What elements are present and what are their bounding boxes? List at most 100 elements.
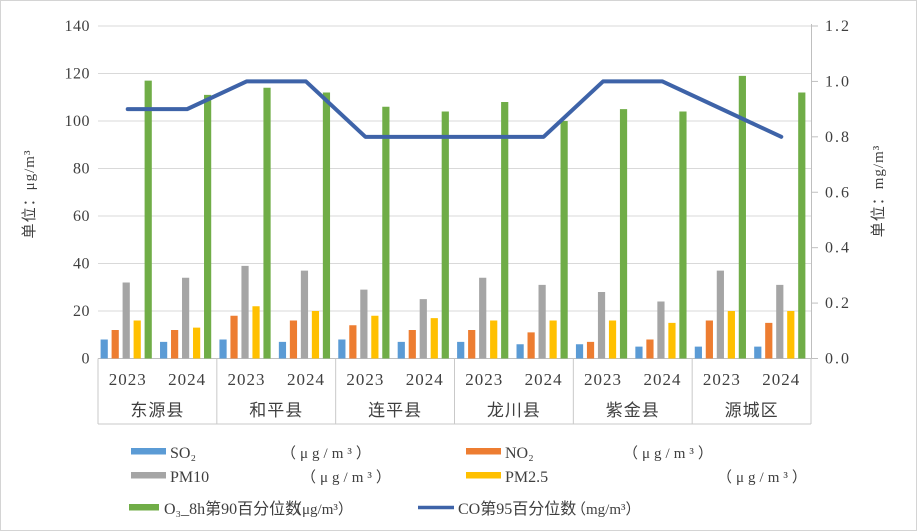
year-label: 2023 <box>109 370 147 389</box>
bar-pm25 <box>608 320 617 359</box>
bar-pm25 <box>430 318 438 359</box>
bar-so2 <box>397 341 405 359</box>
bar-so2 <box>694 346 702 359</box>
bar-o3 <box>619 109 628 359</box>
bar-o3 <box>322 92 331 359</box>
bar-pm10 <box>419 299 427 359</box>
year-label: 2024 <box>287 370 325 389</box>
bar-o3 <box>144 80 152 359</box>
bar-pm25 <box>490 320 498 359</box>
legend-label-o3: O₃_8h第90百分位数 <box>164 500 301 518</box>
legend-swatch-so2 <box>131 448 166 455</box>
bar-no2 <box>230 315 238 359</box>
bar-no2 <box>468 330 476 359</box>
left-axis-tick-label: 80 <box>73 161 90 178</box>
left-axis-tick-label: 20 <box>73 303 90 320</box>
legend-label-pm25: PM2.5 <box>505 469 548 486</box>
legend-unit-so2: （μg/m³） <box>281 445 375 462</box>
bar-o3 <box>501 102 509 359</box>
bar-so2 <box>575 344 584 359</box>
group-label: 紫金县 <box>606 401 660 420</box>
right-axis-tick-label: 0.0 <box>825 351 851 368</box>
left-axis-tick-label: 140 <box>65 18 91 35</box>
bar-pm25 <box>727 311 735 359</box>
legend-label-co: CO第95百分位数 <box>458 500 576 518</box>
bar-no2 <box>349 325 357 359</box>
legend-swatch-pm25 <box>466 472 501 479</box>
right-axis-tick-label: 0.8 <box>825 129 851 146</box>
line-co <box>125 79 784 139</box>
bar-no2 <box>765 322 773 359</box>
bar-pm25 <box>787 311 795 359</box>
bar-so2 <box>457 341 465 359</box>
group-label: 东源县 <box>130 401 184 420</box>
bar-pm25 <box>549 320 557 359</box>
left-axis-tick-label: 100 <box>65 113 91 130</box>
bar-so2 <box>338 339 346 359</box>
left-axis-tick-label: 40 <box>73 256 90 273</box>
legend-unit-pm10: （μg/m³） <box>301 469 395 486</box>
year-label: 2023 <box>228 370 266 389</box>
bar-so2 <box>516 344 524 359</box>
group-label: 龙川县 <box>487 401 541 420</box>
right-axis-tick-label: 0.2 <box>825 295 851 312</box>
year-label: 2023 <box>465 370 503 389</box>
bar-pm10 <box>776 284 784 359</box>
bar-pm10 <box>182 277 190 359</box>
group-label: 和平县 <box>249 401 303 420</box>
bar-pm10 <box>657 301 665 359</box>
bar-so2 <box>219 339 227 359</box>
bar-pm10 <box>597 292 606 359</box>
legend-label-so2: SO₂ <box>170 445 196 462</box>
right-axis-tick-label: 0.6 <box>825 184 851 201</box>
bar-so2 <box>754 346 762 359</box>
right-axis-tick-label: 1.2 <box>825 18 851 35</box>
bar-pm10 <box>241 265 249 359</box>
legend-swatch-o3 <box>129 504 159 511</box>
group-label: 源城区 <box>725 401 779 420</box>
bar-o3 <box>798 92 806 359</box>
legend-unit-pm25: （μg/m³） <box>717 469 811 486</box>
legend-swatch-pm10 <box>131 472 166 479</box>
bar-o3 <box>204 94 212 359</box>
legend-label-pm10: PM10 <box>170 469 209 486</box>
right-axis-tick-label: 0.4 <box>825 240 851 257</box>
left-axis-tick-label: 0 <box>82 351 91 368</box>
legend-label-no2: NO₂ <box>505 445 534 462</box>
left-axis-tick-label: 120 <box>65 66 91 83</box>
bar-pm25 <box>193 327 201 359</box>
left-axis-title: 单位：μg/m³ <box>21 150 38 239</box>
bar-pm10 <box>538 284 546 359</box>
bar-no2 <box>705 320 713 359</box>
year-label: 2023 <box>584 370 622 389</box>
group-label: 连平县 <box>368 401 422 420</box>
year-label: 2024 <box>762 370 800 389</box>
bar-pm25 <box>311 311 320 359</box>
right-axis-title: 单位：mg/m³ <box>870 145 887 238</box>
legend-unit-o3: （μg/m³） <box>287 501 353 518</box>
bar-so2 <box>160 341 168 359</box>
bar-pm25 <box>133 320 141 359</box>
year-label: 2023 <box>346 370 384 389</box>
bar-o3 <box>382 106 390 359</box>
bar-pm25 <box>252 306 260 359</box>
bar-o3 <box>441 111 449 359</box>
bar-no2 <box>171 330 179 359</box>
year-label: 2024 <box>406 370 444 389</box>
legend-unit-co: （mg/m³） <box>571 501 641 518</box>
bar-so2 <box>278 341 287 359</box>
bar-pm10 <box>360 289 368 359</box>
left-axis-tick-label: 60 <box>73 208 90 225</box>
bar-no2 <box>527 332 535 359</box>
bar-pm10 <box>479 277 487 359</box>
legend-swatch-no2 <box>466 448 501 455</box>
bar-pm10 <box>122 282 130 359</box>
bar-no2 <box>289 320 298 359</box>
bar-pm25 <box>668 322 676 359</box>
bar-pm25 <box>371 315 379 359</box>
bar-o3 <box>679 111 687 359</box>
bar-no2 <box>408 330 416 359</box>
bar-so2 <box>635 346 643 359</box>
